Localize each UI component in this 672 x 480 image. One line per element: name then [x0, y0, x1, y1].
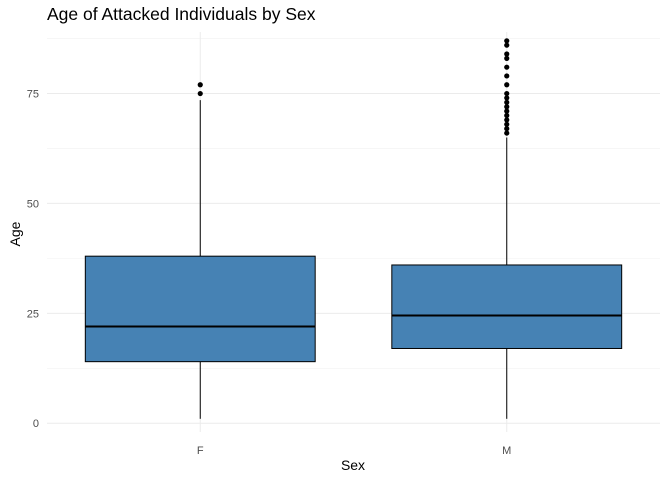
- outlier-point: [504, 126, 510, 132]
- outlier-point: [504, 38, 510, 44]
- box-M: [391, 38, 623, 419]
- outlier-point: [504, 73, 510, 79]
- boxes: [84, 38, 623, 419]
- grid-lines: [47, 32, 660, 432]
- box-body: [84, 255, 316, 363]
- outlier-point: [504, 64, 510, 70]
- outlier-point: [504, 104, 510, 110]
- y-tick-label: 25: [27, 308, 39, 320]
- outlier-point: [504, 42, 510, 48]
- outlier-point: [504, 90, 510, 97]
- outlier-point: [504, 117, 510, 123]
- outlier-point: [504, 108, 510, 114]
- y-tick-label: 75: [27, 89, 39, 101]
- outlier-point: [504, 51, 510, 57]
- outlier-point: [504, 99, 510, 105]
- outlier-point: [504, 55, 510, 61]
- outlier-point: [504, 121, 510, 127]
- outlier-point: [504, 112, 510, 119]
- outlier-point: [197, 90, 203, 97]
- x-tick-label: F: [197, 445, 204, 457]
- outlier-point: [197, 82, 203, 88]
- x-axis-title: Sex: [341, 457, 365, 473]
- y-tick-labels: 0 25 50 75: [27, 89, 39, 431]
- chart-title: Age of Attacked Individuals by Sex: [47, 4, 316, 24]
- y-tick-label: 50: [27, 198, 39, 210]
- y-tick-label: 0: [33, 418, 39, 430]
- box-F: [84, 82, 316, 419]
- outlier-point: [504, 95, 510, 101]
- outlier-point: [504, 82, 510, 88]
- y-axis-title: Age: [7, 221, 23, 246]
- box-body: [391, 264, 623, 349]
- x-tick-label: M: [502, 445, 511, 457]
- outlier-point: [504, 130, 510, 136]
